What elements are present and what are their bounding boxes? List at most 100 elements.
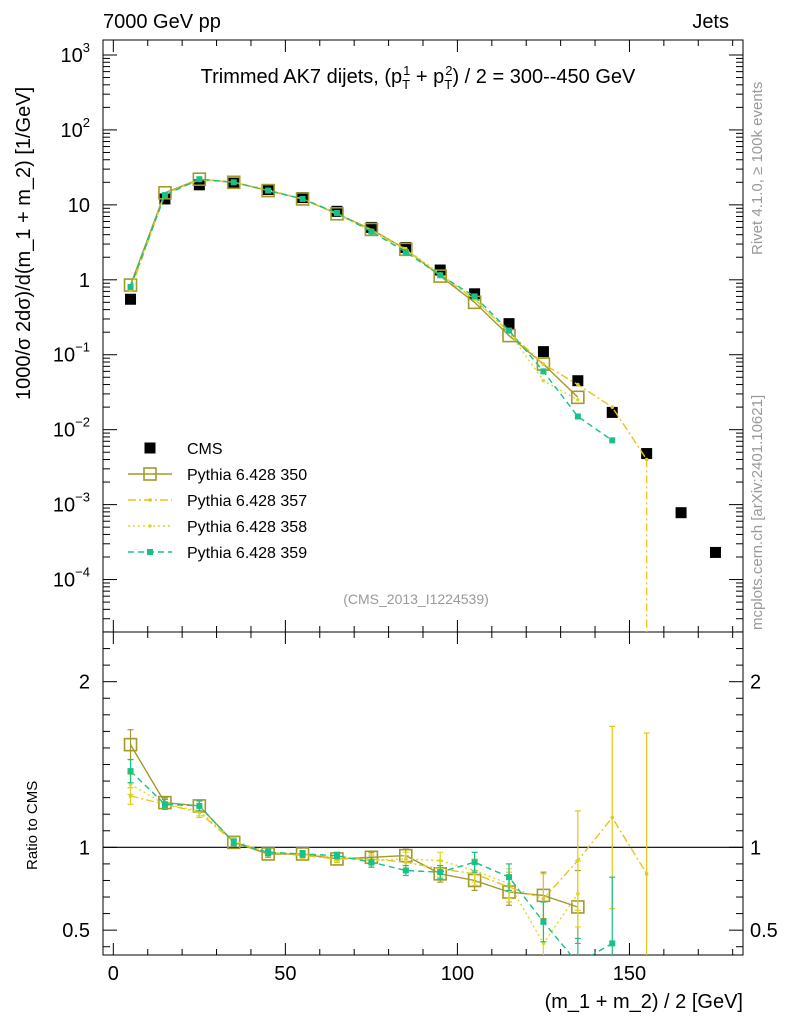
- series-point-p359: [127, 284, 134, 291]
- header-right: Jets: [692, 11, 729, 33]
- ratio-point-p359: [333, 852, 340, 859]
- ratio-point-p359: [609, 940, 616, 947]
- y-tick-label-main: 10: [68, 195, 90, 217]
- ratio-point-p359: [299, 850, 306, 857]
- side-mcplots-label: mcplots.cern.ch [arXiv:2401.10621]: [749, 395, 766, 630]
- ratio-point-p358: [438, 858, 443, 863]
- ratio-point-p359: [402, 867, 409, 874]
- title-mid: + p: [410, 66, 444, 88]
- ratio-point-p359: [506, 874, 513, 881]
- y-tick-label-base: 10: [68, 195, 90, 217]
- y-tick-label-main: 10−3: [53, 490, 90, 517]
- series-point-p350: [295, 192, 310, 206]
- ratio-line-p358: [130, 783, 579, 945]
- y-tick-label-main: 10−4: [53, 565, 90, 592]
- series-point-p359: [609, 437, 616, 444]
- legend-label: Pythia 6.428 359: [187, 545, 307, 562]
- series-point-p358: [576, 398, 580, 402]
- main-series-layer: [123, 172, 721, 632]
- ratio-point-p359: [161, 801, 168, 808]
- x-tick-label: 0: [108, 963, 119, 985]
- series-point-p358: [541, 378, 546, 383]
- series-point-p359: [437, 272, 444, 279]
- cms-point: [675, 507, 687, 519]
- ratio-point-p350: [261, 847, 275, 861]
- y-tick-label-exponent: −2: [75, 415, 90, 430]
- y-tick-label-ratio-right: 1: [750, 837, 761, 859]
- chart-title: Trimmed AK7 dijets, (pT1 + pT2) / 2 = 30…: [201, 63, 636, 92]
- y-tick-label-base: 10: [53, 495, 75, 517]
- y-tick-label-base: 10: [53, 570, 75, 592]
- ratio-point-p359: [196, 802, 203, 809]
- title-suffix: ) / 2 = 300--450 GeV: [452, 66, 636, 88]
- legend: CMS Pythia 6.428 350 Pythia 6.428 357 Pythi…: [128, 441, 307, 562]
- legend-entry-p350: Pythia 6.428 350: [128, 467, 307, 484]
- ratio-point-p358: [576, 891, 580, 896]
- legend-marker-p350: [143, 467, 157, 481]
- y-tick-label-exponent: −3: [75, 490, 90, 505]
- title-sup-2: 2: [445, 63, 452, 78]
- ratio-line-p350: [129, 744, 579, 908]
- y-tick-label-ratio-right: 2: [750, 672, 761, 694]
- series-point-p359: [540, 368, 547, 375]
- series-point-p359: [265, 187, 272, 194]
- ratio-point-p359: [471, 859, 478, 866]
- ratio-point-p357: [128, 794, 133, 798]
- y-tick-label-exponent: −4: [75, 565, 90, 580]
- legend-marker-p359: [147, 549, 153, 555]
- y-tick-label-base: 10: [53, 345, 75, 367]
- legend-entry-p359: Pythia 6.428 359: [128, 545, 307, 562]
- x-tick-label: 100: [441, 963, 474, 985]
- y-tick-label-ratio: 1: [79, 837, 90, 859]
- series-point-p359: [506, 327, 513, 334]
- analysis-id: (CMS_2013_I1224539): [343, 591, 489, 607]
- series-point-p350: [261, 183, 275, 198]
- y-axis-label-ratio: Ratio to CMS: [24, 781, 41, 870]
- x-axis-label: (m_1 + m_2) / 2 [GeV]: [545, 991, 743, 1013]
- legend-marker-p358: [148, 524, 152, 528]
- series-line-p350: [129, 178, 579, 398]
- y-tick-label-exponent: −1: [75, 340, 90, 355]
- y-axis-label-main: 1000/σ 2dσ)/d(m_1 + m_2) [1/GeV]: [13, 87, 35, 400]
- y-tick-label-main: 10−1: [53, 340, 90, 367]
- y-tick-label-main: 103: [61, 40, 90, 67]
- series-point-p359: [574, 413, 581, 420]
- ratio-point-p359: [230, 839, 237, 846]
- series-point-p359: [402, 248, 409, 255]
- y-tick-label-ratio: 0.5: [62, 920, 90, 942]
- x-tick-label: 150: [613, 963, 646, 985]
- series-point-p357: [576, 382, 580, 387]
- y-tick-label-base: 1: [79, 270, 90, 292]
- legend-label: CMS: [187, 441, 223, 458]
- ratio-point-p359: [437, 869, 444, 876]
- y-tick-label-exponent: 3: [83, 40, 90, 55]
- series-point-p359: [471, 293, 478, 300]
- cms-point: [125, 293, 137, 305]
- cms-point: [606, 406, 618, 418]
- y-tick-label-base: 10: [61, 45, 83, 67]
- cms-point: [641, 448, 653, 460]
- y-tick-label-main: 10−2: [53, 415, 90, 442]
- legend-marker-p357: [148, 498, 152, 502]
- series-line-p359: [129, 178, 613, 441]
- ratio-point-p358: [128, 782, 133, 787]
- series-point-p359: [230, 179, 237, 186]
- y-tick-label-base: 10: [53, 420, 75, 442]
- series-point-p359: [161, 192, 168, 199]
- legend-label: Pythia 6.428 350: [187, 467, 307, 484]
- series-point-p359: [368, 228, 375, 235]
- series-line-p358: [129, 178, 579, 401]
- cms-point: [365, 221, 377, 233]
- title-sub-t2: T: [444, 77, 452, 92]
- legend-label: Pythia 6.428 358: [187, 519, 307, 536]
- y-tick-label-main: 102: [61, 115, 90, 142]
- series-point-p357: [541, 362, 546, 366]
- cms-point: [537, 346, 549, 358]
- y-tick-label-ratio-right: 0.5: [750, 920, 778, 942]
- ratio-point-p359: [265, 849, 272, 856]
- legend-entry-p358: Pythia 6.428 358: [128, 519, 307, 536]
- legend-marker-cms: [144, 442, 156, 454]
- y-tick-label-base: 10: [61, 120, 83, 142]
- ratio-point-p357: [644, 872, 649, 876]
